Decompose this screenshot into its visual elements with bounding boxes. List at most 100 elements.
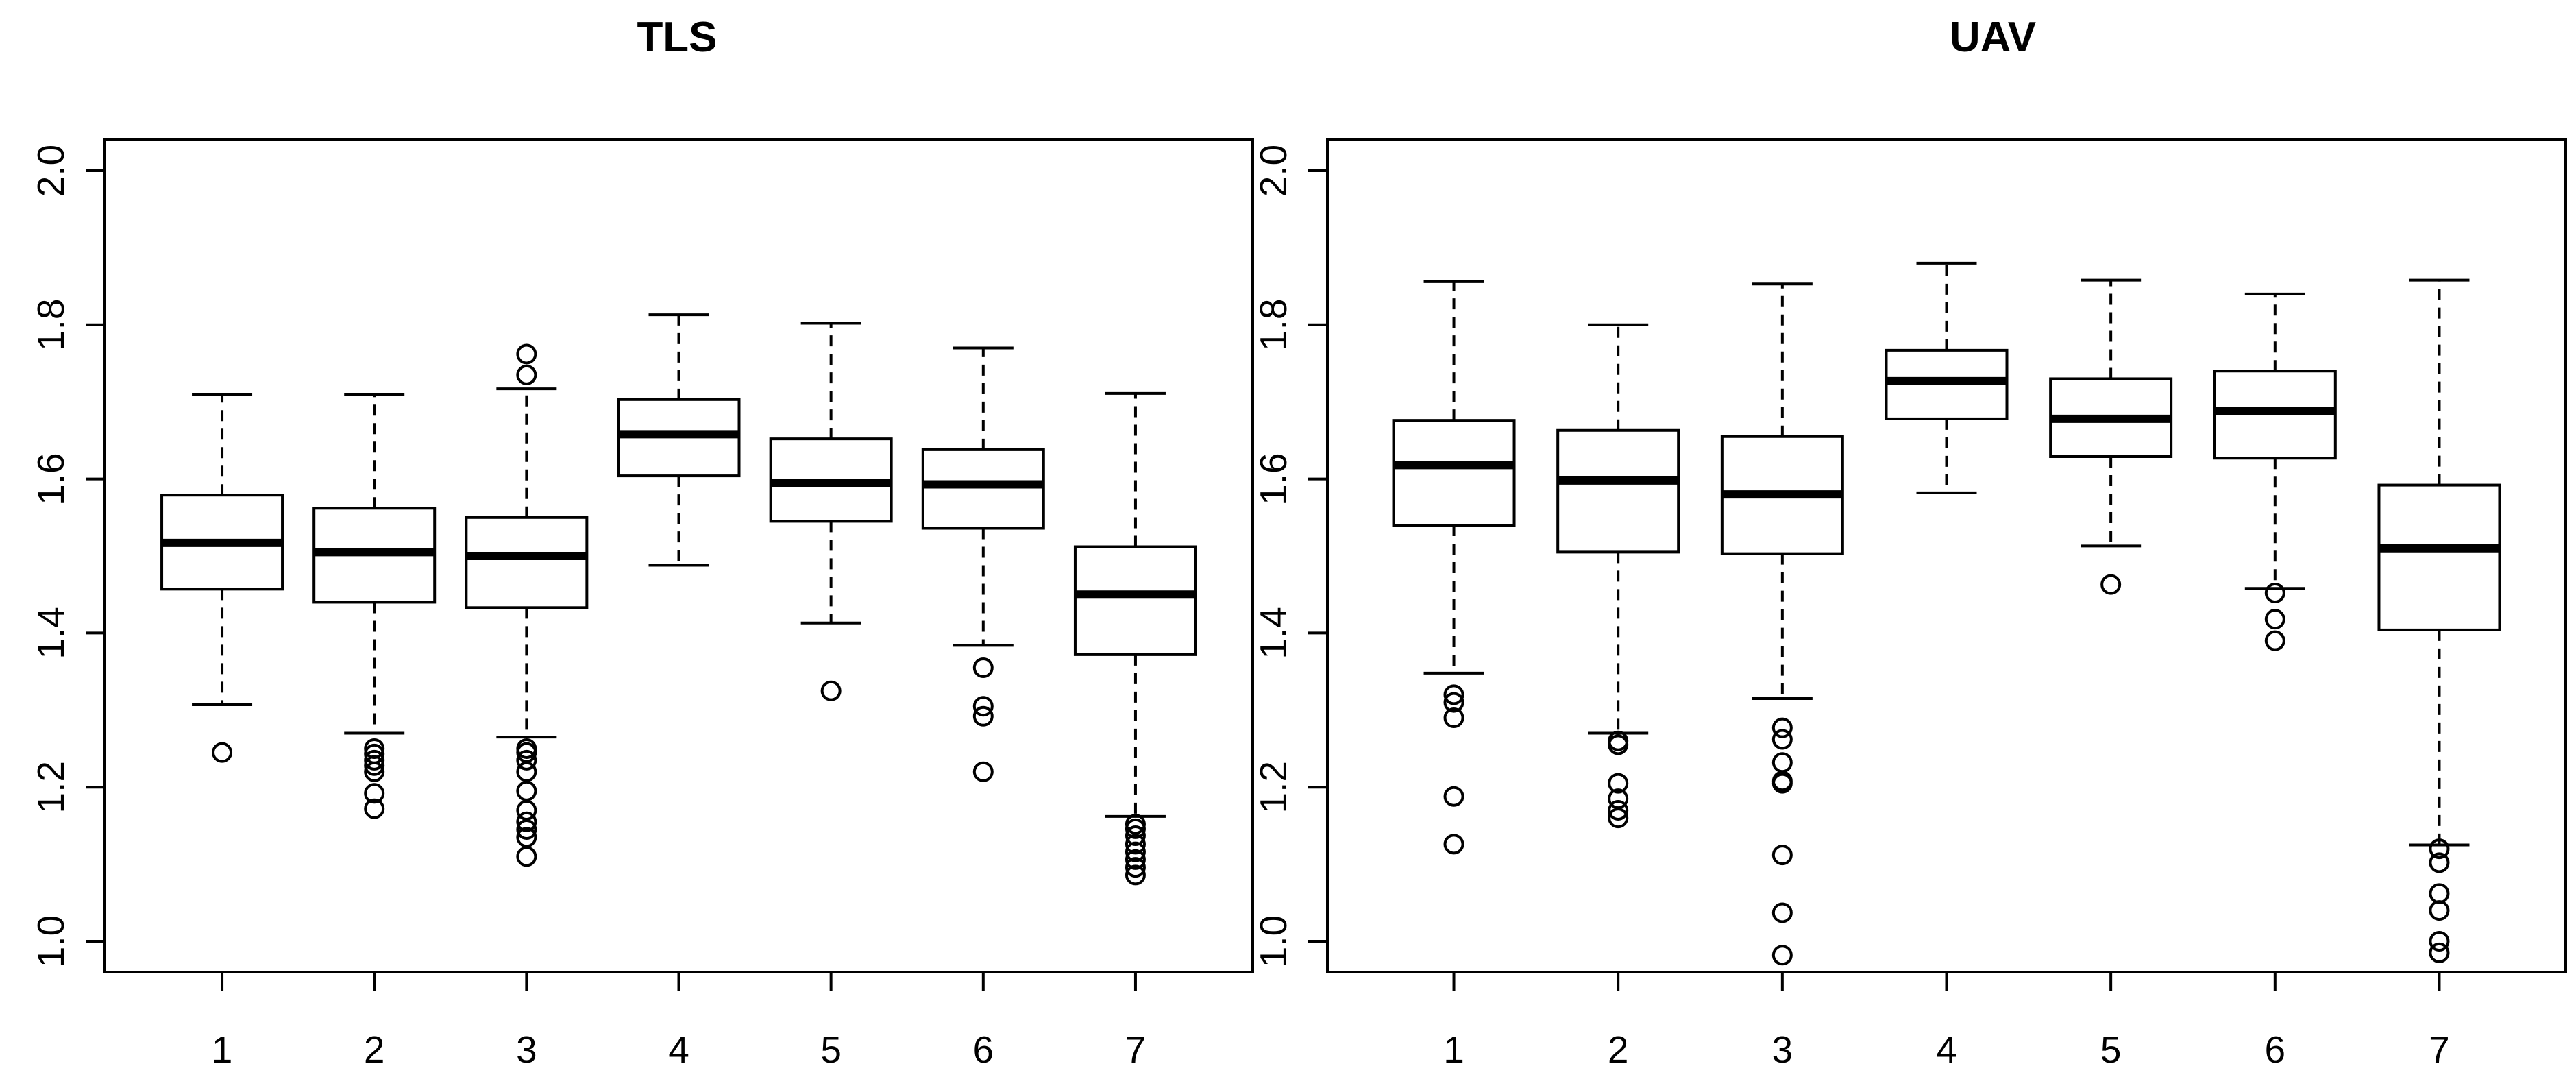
outlier-point (1443, 834, 1464, 855)
outlier-point (972, 657, 994, 678)
outlier-point (972, 696, 994, 717)
outlier-point (1125, 857, 1146, 878)
outlier-point (364, 783, 385, 804)
outlier-point (1608, 730, 1629, 751)
y-tick-label: 1.8 (29, 299, 72, 351)
iqr-box (1073, 545, 1197, 656)
outlier-point (1608, 799, 1629, 821)
outlier-point (2100, 574, 2122, 595)
box-group-1 (160, 392, 284, 763)
chart-panel-2: UAV 1.0 1.2 1.4 1.6 1.8 2.0 1 2 3 4 5 6 7 (1252, 14, 2567, 1071)
outlier-point (1771, 717, 1793, 738)
y-tick-label: 1.6 (1252, 452, 1295, 505)
y-tick-label: 1.0 (1252, 915, 1295, 967)
y-tick-label: 2.0 (1252, 145, 1295, 197)
outlier-point (364, 743, 385, 764)
outlier-point (1443, 707, 1464, 729)
outlier-point (364, 798, 385, 819)
outlier-point (516, 343, 537, 365)
box-group-6 (921, 346, 1045, 782)
chart-title: TLS (637, 14, 717, 61)
outlier-point (516, 780, 537, 801)
outlier-point (516, 799, 537, 821)
iqr-box (1556, 428, 1680, 554)
outlier-point (2429, 942, 2450, 963)
outlier-point (2429, 852, 2450, 873)
outlier-point (516, 761, 537, 782)
box-group-1 (1392, 280, 1516, 855)
outlier-point (516, 738, 537, 760)
chart-title: UAV (1950, 14, 2036, 61)
outlier-point (1125, 841, 1146, 862)
outlier-point (2264, 630, 2285, 651)
outlier-point (1443, 684, 1464, 705)
x-tick-label: 3 (1772, 1028, 1793, 1071)
y-tick-label: 1.8 (1252, 299, 1295, 351)
box-group-3 (1720, 282, 1844, 966)
outlier-point (1608, 788, 1629, 810)
box-group-6 (2213, 292, 2337, 651)
outlier-point (1771, 752, 1793, 773)
outlier-point (516, 846, 537, 867)
box-group-5 (769, 322, 893, 701)
outlier-point (516, 819, 537, 840)
outlier-point (1125, 864, 1146, 886)
box-group-2 (1556, 323, 1680, 829)
iqr-box (465, 516, 589, 609)
box-group-5 (2049, 278, 2173, 595)
x-tick-label: 6 (2265, 1028, 2286, 1071)
y-tick-label: 2.0 (29, 145, 72, 197)
outlier-point (1771, 902, 1793, 923)
outlier-point (2264, 609, 2285, 630)
y-tick-label: 1.0 (29, 915, 72, 967)
outlier-point (516, 749, 537, 771)
outlier-point (364, 738, 385, 760)
x-tick-label: 4 (668, 1028, 689, 1071)
outlier-point (1125, 834, 1146, 855)
outlier-point (2429, 883, 2450, 904)
x-tick-label: 7 (2429, 1028, 2450, 1071)
x-tick-label: 4 (1936, 1028, 1957, 1071)
outlier-point (1125, 814, 1146, 835)
outlier-point (972, 761, 994, 782)
outlier-point (2429, 931, 2450, 952)
outlier-point (516, 364, 537, 385)
outlier-point (212, 742, 233, 763)
outlier-point (1125, 825, 1146, 847)
x-tick-label: 5 (2100, 1028, 2122, 1071)
box-group-7 (1073, 391, 1197, 886)
x-tick-label: 1 (212, 1028, 233, 1071)
outlier-point (2264, 582, 2285, 603)
outlier-point (972, 705, 994, 727)
box-group-4 (1885, 261, 2009, 494)
y-tick-label: 1.2 (29, 761, 72, 813)
chart-panel-1: TLS 1.0 1.2 1.4 1.6 1.8 2.0 1 2 3 4 5 6 7 (29, 14, 1254, 1071)
box-group-2 (312, 392, 437, 819)
x-tick-label: 7 (1125, 1028, 1146, 1071)
iqr-box (2377, 483, 2501, 631)
y-tick-label: 1.2 (1252, 761, 1295, 813)
outlier-point (1608, 808, 1629, 829)
iqr-box (921, 448, 1045, 530)
y-tick-label: 1.6 (29, 452, 72, 505)
outlier-point (516, 827, 537, 848)
box-group-3 (465, 343, 589, 867)
outlier-point (1443, 786, 1464, 807)
x-tick-label: 1 (1443, 1028, 1464, 1071)
x-tick-label: 2 (364, 1028, 385, 1071)
outlier-point (1443, 692, 1464, 713)
outlier-point (516, 811, 537, 832)
outlier-point (2429, 838, 2450, 860)
iqr-box (1392, 419, 1516, 527)
outlier-point (1608, 773, 1629, 794)
x-tick-label: 3 (516, 1028, 537, 1071)
outlier-point (820, 680, 842, 701)
outlier-point (1771, 729, 1793, 750)
outlier-point (1125, 849, 1146, 870)
outlier-point (1771, 945, 1793, 966)
x-tick-label: 6 (973, 1028, 994, 1071)
box-group-4 (617, 313, 741, 567)
outlier-point (1771, 845, 1793, 866)
box-group-7 (2377, 278, 2501, 963)
